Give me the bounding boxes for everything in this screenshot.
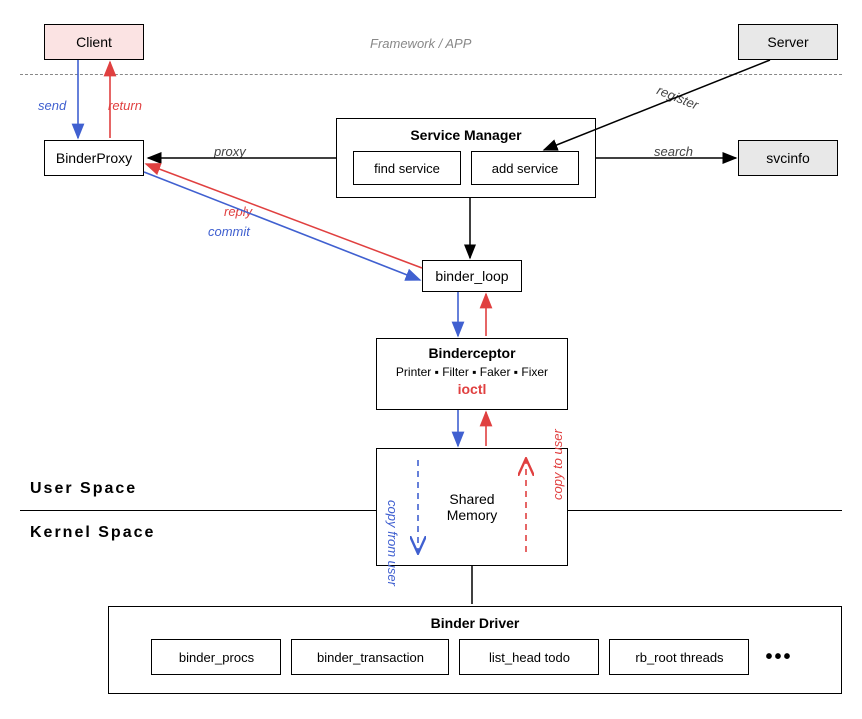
send-label: send [38,98,66,113]
binderceptor-subtitle: Printer ▪ Filter ▪ Faker ▪ Fixer [385,365,559,379]
ioctl-label: ioctl [385,381,559,397]
binderceptor-node: Binderceptor Printer ▪ Filter ▪ Faker ▪ … [376,338,568,410]
find-service-node: find service [353,151,461,185]
server-node: Server [738,24,838,60]
register-label: register [655,82,701,112]
binder-driver-title: Binder Driver [117,615,833,631]
shared-memory-node: Shared Memory [376,448,568,566]
binderceptor-title: Binderceptor [385,345,559,361]
search-label: search [654,144,693,159]
kernel-space-label: Kernel Space [30,524,155,542]
binderproxy-node: BinderProxy [44,140,144,176]
add-service-node: add service [471,151,579,185]
service-manager-title: Service Manager [345,127,587,143]
binder-transaction-node: binder_transaction [291,639,449,675]
ellipsis-icon: ••• [759,646,798,669]
service-manager-container: Service Manager find service add service [336,118,596,198]
binder-loop-node: binder_loop [422,260,522,292]
client-node: Client [44,24,144,60]
framework-divider [20,74,842,75]
space-divider-left [20,510,376,511]
space-divider-right [568,510,842,511]
binder-procs-node: binder_procs [151,639,281,675]
service-manager-children: find service add service [345,151,587,185]
copy-from-user-label: copy from user [385,500,400,586]
binder-driver-container: Binder Driver binder_procs binder_transa… [108,606,842,694]
reply-label: reply [224,204,252,219]
proxy-label: proxy [214,144,246,159]
list-head-todo-node: list_head todo [459,639,599,675]
return-label: return [108,98,142,113]
shared-memory-label-line2: Memory [447,507,498,523]
user-space-label: User Space [30,480,137,498]
svcinfo-node: svcinfo [738,140,838,176]
framework-label: Framework / APP [370,36,471,51]
shared-memory-label-line1: Shared [449,491,494,507]
diagram-canvas: Framework / APP Client Server BinderProx… [0,0,862,719]
binder-driver-children: binder_procs binder_transaction list_hea… [117,639,833,675]
rb-root-threads-node: rb_root threads [609,639,749,675]
copy-to-user-label: copy to user [550,429,565,500]
commit-label: commit [208,224,250,239]
